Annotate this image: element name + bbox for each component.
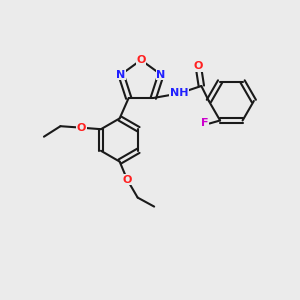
Text: O: O (122, 175, 132, 184)
Text: F: F (201, 118, 209, 128)
Text: NH: NH (169, 88, 188, 98)
Text: O: O (136, 55, 146, 65)
Text: N: N (156, 70, 166, 80)
Text: O: O (77, 123, 86, 133)
Text: O: O (194, 61, 203, 71)
Text: N: N (116, 70, 126, 80)
